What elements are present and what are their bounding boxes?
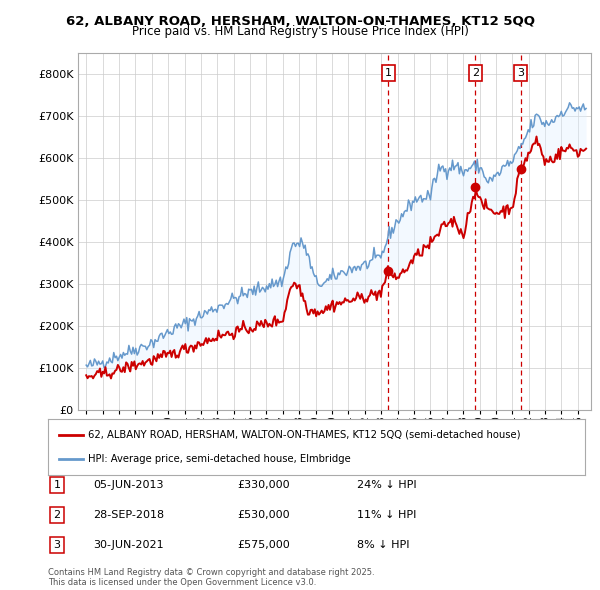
Text: 3: 3 xyxy=(517,68,524,78)
Text: Contains HM Land Registry data © Crown copyright and database right 2025.
This d: Contains HM Land Registry data © Crown c… xyxy=(48,568,374,587)
Text: 1: 1 xyxy=(53,480,61,490)
Text: HPI: Average price, semi-detached house, Elmbridge: HPI: Average price, semi-detached house,… xyxy=(88,454,351,464)
Text: 05-JUN-2013: 05-JUN-2013 xyxy=(93,480,163,490)
Text: 30-JUN-2021: 30-JUN-2021 xyxy=(93,540,164,550)
Text: 2: 2 xyxy=(472,68,479,78)
Text: 62, ALBANY ROAD, HERSHAM, WALTON-ON-THAMES, KT12 5QQ: 62, ALBANY ROAD, HERSHAM, WALTON-ON-THAM… xyxy=(65,15,535,28)
Text: 3: 3 xyxy=(53,540,61,550)
Text: £330,000: £330,000 xyxy=(237,480,290,490)
Text: 62, ALBANY ROAD, HERSHAM, WALTON-ON-THAMES, KT12 5QQ (semi-detached house): 62, ALBANY ROAD, HERSHAM, WALTON-ON-THAM… xyxy=(88,430,521,440)
Text: 24% ↓ HPI: 24% ↓ HPI xyxy=(357,480,416,490)
Text: 1: 1 xyxy=(385,68,392,78)
Text: 28-SEP-2018: 28-SEP-2018 xyxy=(93,510,164,520)
Text: 8% ↓ HPI: 8% ↓ HPI xyxy=(357,540,409,550)
Text: £530,000: £530,000 xyxy=(237,510,290,520)
Text: Price paid vs. HM Land Registry's House Price Index (HPI): Price paid vs. HM Land Registry's House … xyxy=(131,25,469,38)
Text: 11% ↓ HPI: 11% ↓ HPI xyxy=(357,510,416,520)
Text: £575,000: £575,000 xyxy=(237,540,290,550)
Text: 2: 2 xyxy=(53,510,61,520)
